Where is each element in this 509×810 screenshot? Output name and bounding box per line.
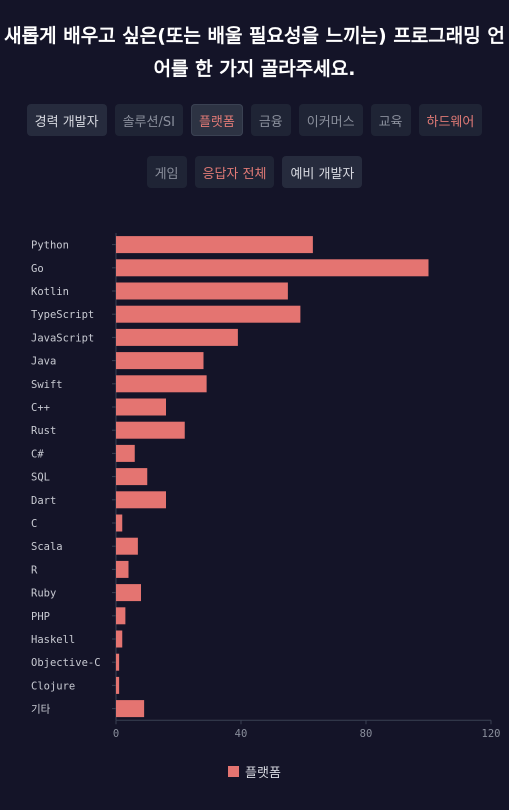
bar[interactable] bbox=[116, 676, 120, 694]
bar[interactable] bbox=[116, 630, 123, 648]
y-tick-label: Ruby bbox=[31, 588, 56, 600]
bar[interactable] bbox=[116, 259, 429, 277]
bar[interactable] bbox=[116, 468, 148, 486]
y-tick-label: R bbox=[31, 564, 38, 576]
bar[interactable] bbox=[116, 491, 166, 509]
bar[interactable] bbox=[116, 653, 120, 671]
bar[interactable] bbox=[116, 398, 166, 416]
page-title: 새롭게 배우고 싶은(또는 배울 필요성을 느끼는) 프로그래밍 언어를 한 가… bbox=[4, 25, 505, 80]
bar[interactable] bbox=[116, 421, 185, 439]
y-tick-label: PHP bbox=[31, 611, 50, 623]
bar[interactable] bbox=[116, 514, 123, 532]
y-tick-label: 기타 bbox=[31, 704, 51, 716]
filter-chip[interactable]: 금융 bbox=[250, 104, 291, 136]
x-tick-label: 80 bbox=[360, 728, 373, 740]
bar[interactable] bbox=[116, 375, 207, 393]
filter-chip[interactable]: 응답자 전체 bbox=[194, 156, 275, 188]
legend-label: 플랫폼 bbox=[245, 766, 281, 781]
y-tick-label: Go bbox=[31, 263, 44, 275]
x-tick-label: 0 bbox=[113, 728, 119, 740]
legend[interactable]: 플랫폼 bbox=[0, 762, 509, 781]
filter-chip[interactable]: 하드웨어 bbox=[418, 104, 483, 136]
y-tick-label: Rust bbox=[31, 425, 56, 437]
bar[interactable] bbox=[116, 282, 288, 300]
y-tick-label: C++ bbox=[31, 402, 50, 414]
filter-chip[interactable]: 경력 개발자 bbox=[26, 104, 107, 136]
y-tick-label: Java bbox=[31, 356, 56, 368]
bar[interactable] bbox=[116, 328, 238, 346]
filter-chip[interactable]: 게임 bbox=[146, 156, 187, 188]
bar[interactable] bbox=[116, 560, 129, 578]
y-tick-label: Python bbox=[31, 240, 69, 252]
y-tick-label: C bbox=[31, 518, 37, 530]
bar[interactable] bbox=[116, 607, 126, 625]
filter-chip[interactable]: 플랫폼 bbox=[190, 104, 243, 136]
bar[interactable] bbox=[116, 537, 138, 555]
bar[interactable] bbox=[116, 444, 135, 462]
y-tick-label: SQL bbox=[31, 472, 50, 484]
y-tick-label: Kotlin bbox=[31, 286, 69, 298]
x-tick-label: 40 bbox=[235, 728, 248, 740]
y-tick-label: Haskell bbox=[31, 634, 75, 646]
y-tick-label: TypeScript bbox=[31, 309, 94, 321]
y-tick-label: Objective-C bbox=[31, 657, 101, 669]
y-tick-label: Swift bbox=[31, 379, 63, 391]
bar[interactable] bbox=[116, 305, 301, 323]
filter-chip[interactable]: 솔루션/SI bbox=[114, 104, 183, 136]
y-tick-label: Clojure bbox=[31, 680, 75, 692]
bar[interactable] bbox=[116, 352, 204, 370]
filter-chip[interactable]: 이커머스 bbox=[298, 104, 363, 136]
filter-chip[interactable]: 예비 개발자 bbox=[282, 156, 363, 188]
bar[interactable] bbox=[116, 700, 145, 718]
bar[interactable] bbox=[116, 584, 141, 602]
y-tick-label: C# bbox=[31, 448, 44, 460]
bar[interactable] bbox=[116, 236, 313, 254]
y-tick-label: JavaScript bbox=[31, 332, 94, 344]
x-tick-label: 120 bbox=[482, 728, 501, 740]
legend-swatch bbox=[228, 766, 240, 777]
y-tick-label: Dart bbox=[31, 495, 56, 507]
y-tick-label: Scala bbox=[31, 541, 63, 553]
filter-chip[interactable]: 교육 bbox=[370, 104, 411, 136]
